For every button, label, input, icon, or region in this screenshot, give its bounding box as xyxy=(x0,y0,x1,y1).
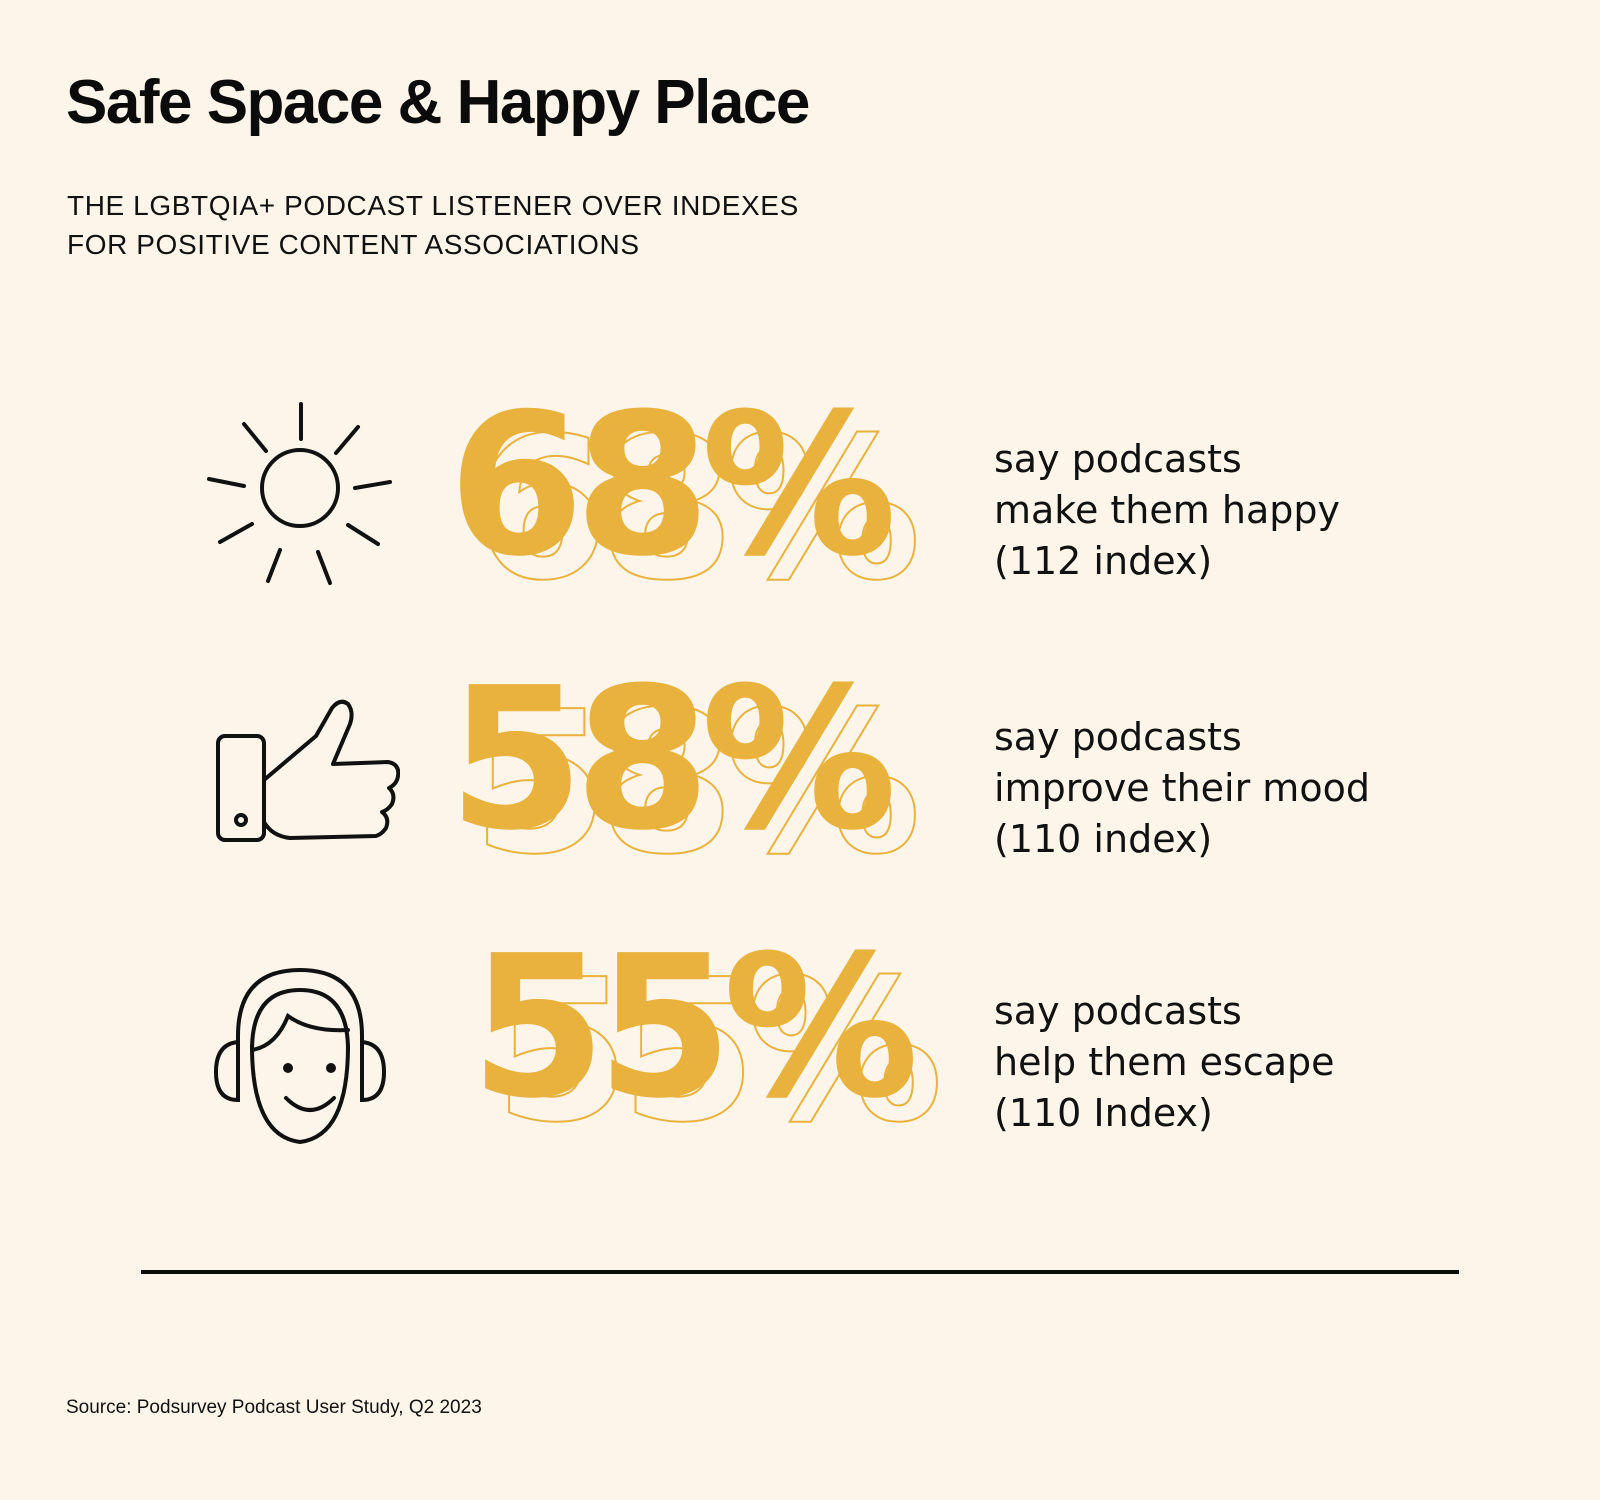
stat-mood: 58% 58% say podcasts improve their mood … xyxy=(0,662,1600,918)
stat-value: 55% 55% xyxy=(470,930,944,1151)
subtitle-line-1: THE LGBTQIA+ PODCAST LISTENER OVER INDEX… xyxy=(67,190,799,221)
stat-value-fill: 55% xyxy=(470,914,919,1142)
stat-happy: 68% 68% say podcasts make them happy (11… xyxy=(0,388,1600,642)
stat-value: 68% 68% xyxy=(448,388,922,609)
stat-description: say podcasts improve their mood (110 ind… xyxy=(994,715,1370,861)
stat-description: say podcasts help them escape (110 Index… xyxy=(994,989,1335,1135)
divider xyxy=(141,1270,1459,1274)
page-title: Safe Space & Happy Place xyxy=(66,68,810,137)
thumbs-up-icon xyxy=(200,672,401,872)
source-note: Source: Podsurvey Podcast User Study, Q2… xyxy=(66,1397,482,1418)
headphones-listener-icon xyxy=(200,946,400,1146)
stat-value-outline: 68% xyxy=(471,396,922,624)
stat-escape: 55% 55% say podcasts help them escape (1… xyxy=(0,930,1600,1194)
stat-description: say podcasts make them happy (112 index) xyxy=(994,437,1340,583)
stat-value-fill: 68% xyxy=(448,372,897,600)
stat-value: 58% 58% xyxy=(448,662,922,883)
subtitle-line-2: FOR POSITIVE CONTENT ASSOCIATIONS xyxy=(67,229,640,260)
stat-value-fill: 58% xyxy=(448,646,897,874)
sun-icon xyxy=(200,392,400,592)
stat-value-outline: 55% xyxy=(493,938,944,1166)
page-subtitle: THE LGBTQIA+ PODCAST LISTENER OVER INDEX… xyxy=(67,186,799,264)
stat-value-outline: 58% xyxy=(471,670,922,898)
